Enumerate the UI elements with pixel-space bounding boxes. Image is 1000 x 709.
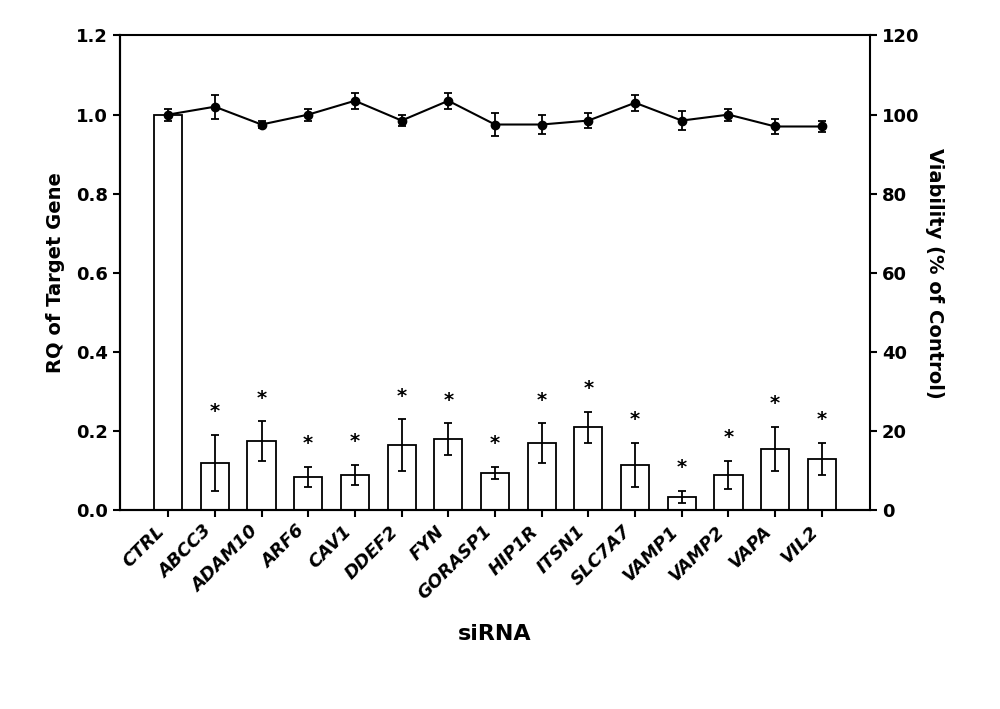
Bar — [154, 115, 182, 510]
Text: *: * — [303, 434, 313, 453]
Bar — [714, 475, 743, 510]
Text: *: * — [770, 394, 780, 413]
Text: *: * — [490, 434, 500, 453]
Text: *: * — [537, 391, 547, 410]
Text: *: * — [210, 403, 220, 421]
Text: *: * — [256, 389, 267, 408]
Text: *: * — [397, 386, 407, 406]
Bar — [761, 449, 789, 510]
Text: *: * — [443, 391, 453, 410]
Bar — [621, 465, 649, 510]
X-axis label: siRNA: siRNA — [458, 624, 532, 644]
Text: *: * — [817, 411, 827, 430]
Text: *: * — [723, 428, 734, 447]
Y-axis label: RQ of Target Gene: RQ of Target Gene — [46, 172, 65, 374]
Bar — [388, 445, 416, 510]
Bar — [434, 439, 462, 510]
Bar — [481, 473, 509, 510]
Bar — [201, 463, 229, 510]
Bar — [341, 475, 369, 510]
Bar — [294, 477, 322, 510]
Bar — [528, 443, 556, 510]
Text: *: * — [630, 411, 640, 430]
Bar — [247, 441, 276, 510]
Text: *: * — [583, 379, 593, 398]
Bar — [668, 496, 696, 510]
Bar — [808, 459, 836, 510]
Text: *: * — [677, 458, 687, 477]
Bar — [574, 428, 602, 510]
Text: *: * — [350, 432, 360, 451]
Y-axis label: Viability (% of Control): Viability (% of Control) — [925, 147, 944, 398]
